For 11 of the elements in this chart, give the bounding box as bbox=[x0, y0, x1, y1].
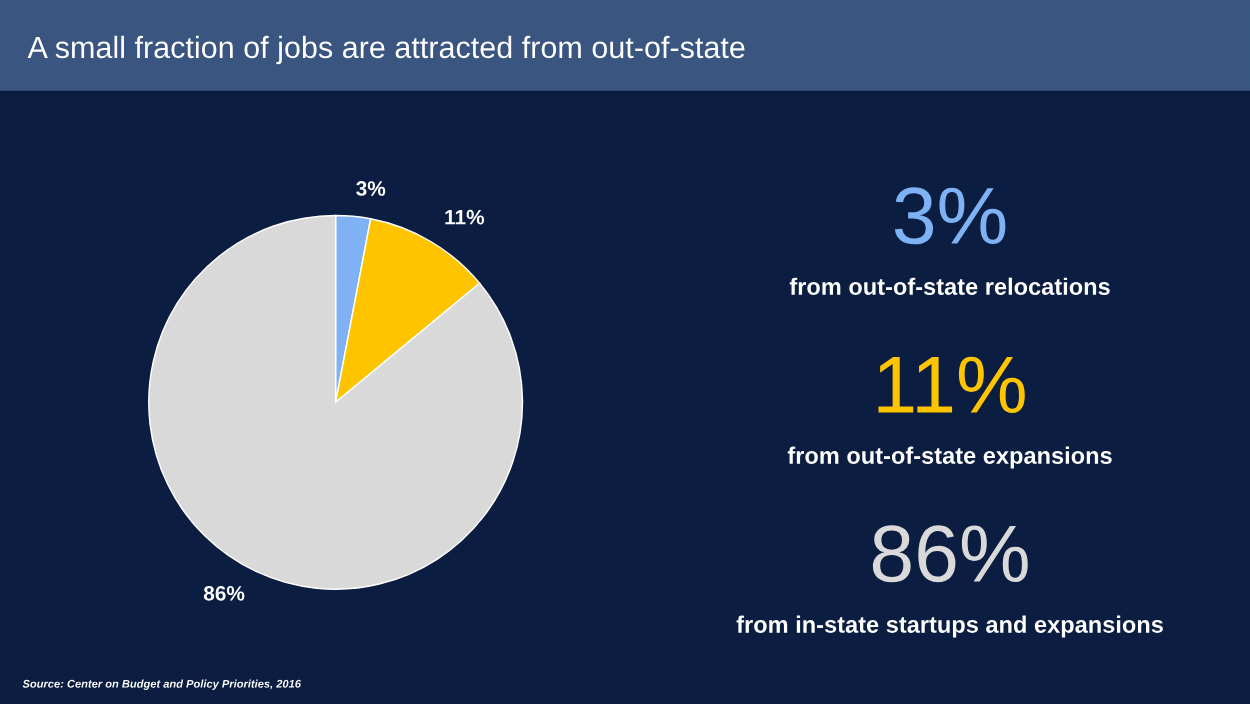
source-note: Source: Center on Budget and Policy Priorities, 2016 bbox=[22, 679, 302, 690]
text: from out-of-state relocations bbox=[789, 277, 1110, 295]
data-label: 86% bbox=[203, 585, 245, 601]
text: from in-state startups and expansions bbox=[736, 615, 1163, 638]
chart-title: A small fraction of jobs are attracted from out-of-state bbox=[27, 35, 745, 65]
text: 11% bbox=[878, 356, 1025, 414]
text: 3% bbox=[894, 187, 1006, 245]
text: 86% bbox=[872, 525, 1028, 583]
data-label: 3% bbox=[356, 181, 386, 196]
text: from out-of-state expansions bbox=[787, 446, 1112, 469]
data-label: 11% bbox=[445, 209, 485, 225]
